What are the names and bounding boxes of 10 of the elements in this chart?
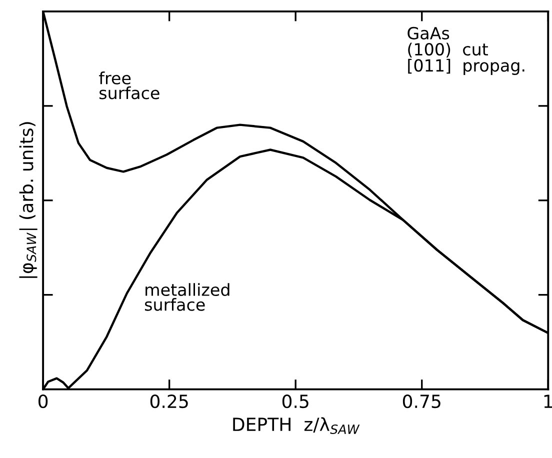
x-axis-title: DEPTH z/λ$_{SAW}$ — [233, 417, 360, 434]
y-axis-title: |φ$_{SAW}$| (arb. units) — [19, 122, 38, 278]
series-label: free surface — [99, 72, 160, 100]
x-tick-label: 1 — [544, 394, 552, 408]
x-tick-label: 0.75 — [402, 394, 440, 408]
series-label: metallized surface — [144, 283, 230, 311]
x-tick-label: 0.5 — [282, 394, 308, 408]
x-tick-label: 0 — [38, 394, 48, 408]
annotation: GaAs (100) cut [011] propag. — [408, 26, 524, 75]
x-tick-label: 0.25 — [150, 394, 188, 408]
